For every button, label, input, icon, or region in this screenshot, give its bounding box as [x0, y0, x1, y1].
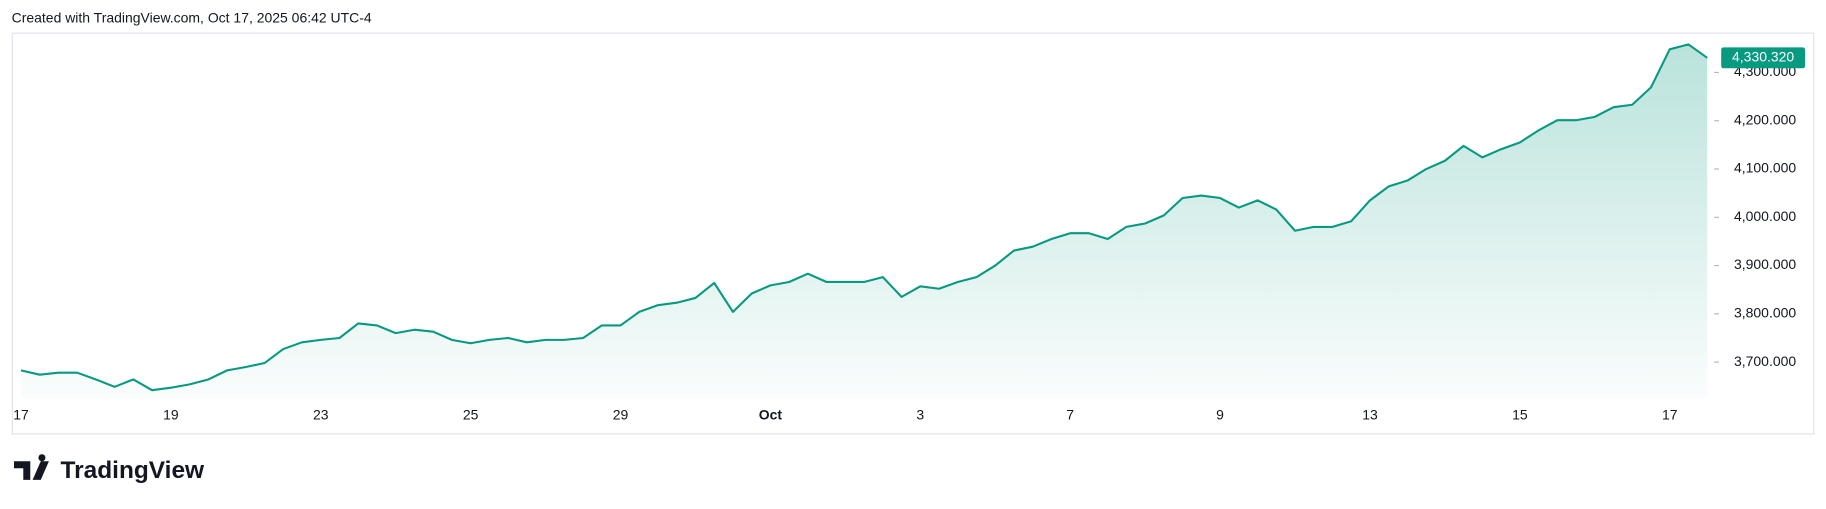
chart-frame: [11, 32, 1815, 435]
x-tick-label: 17: [1662, 406, 1678, 422]
logo[interactable]: TradingView: [13, 454, 205, 484]
y-tick-label: 4,200.000: [1734, 111, 1796, 127]
y-tick-label: 4,100.000: [1734, 160, 1796, 176]
x-tick-label: 15: [1512, 406, 1528, 422]
logo-text: TradingView: [61, 457, 205, 484]
y-tick-label: 3,700.000: [1734, 353, 1796, 369]
last-price-label: 4,330.320: [1732, 48, 1794, 64]
y-tick-label: 4,000.000: [1734, 208, 1796, 224]
y-tick-label: 3,900.000: [1734, 256, 1796, 272]
area-fill: [20, 44, 1708, 399]
plot-area: 3,700.000 3,800.000 3,900.000 4,000.000 4,10…: [13, 43, 1806, 422]
x-tick-label: 3: [916, 406, 924, 422]
x-tick-label: 13: [1362, 406, 1378, 422]
last-price-badge: [1721, 47, 1806, 69]
logo-icon: [13, 454, 49, 480]
x-tick-label: 19: [163, 406, 179, 422]
x-tick-label: 23: [313, 406, 329, 422]
header: Created with TradingView.com, Oct 17, 20…: [12, 9, 372, 25]
price-line: [20, 43, 1708, 392]
x-tick-label: 29: [613, 406, 629, 422]
x-tick-label: Oct: [759, 406, 783, 422]
x-tick-label: 7: [1066, 406, 1074, 422]
x-tick-label: 25: [463, 406, 479, 422]
y-tick-label: 3,800.000: [1734, 305, 1796, 321]
x-tick-label: 17: [13, 406, 29, 422]
x-tick-label: 9: [1216, 406, 1224, 422]
